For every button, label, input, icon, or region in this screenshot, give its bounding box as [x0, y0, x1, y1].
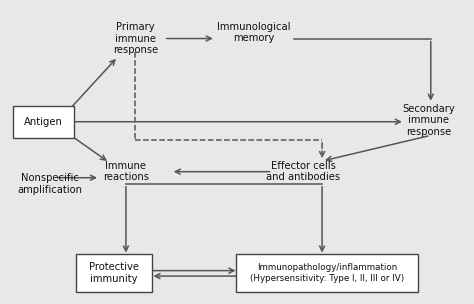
Text: Primary
immune
response: Primary immune response — [113, 22, 158, 55]
Text: Immunological
memory: Immunological memory — [217, 22, 290, 43]
FancyBboxPatch shape — [12, 106, 74, 138]
FancyBboxPatch shape — [76, 254, 152, 292]
FancyBboxPatch shape — [236, 254, 418, 292]
Text: Effector cells
and antibodies: Effector cells and antibodies — [266, 161, 340, 182]
Text: Immune
reactions: Immune reactions — [103, 161, 149, 182]
Text: Antigen: Antigen — [24, 117, 63, 127]
Text: Immunopathology/inflammation
(Hypersensitivity: Type I, II, III or IV): Immunopathology/inflammation (Hypersensi… — [250, 263, 404, 283]
Text: Nonspecific
amplification: Nonspecific amplification — [17, 173, 82, 195]
Text: Protective
immunity: Protective immunity — [89, 262, 139, 284]
Text: Secondary
immune
response: Secondary immune response — [402, 104, 455, 137]
